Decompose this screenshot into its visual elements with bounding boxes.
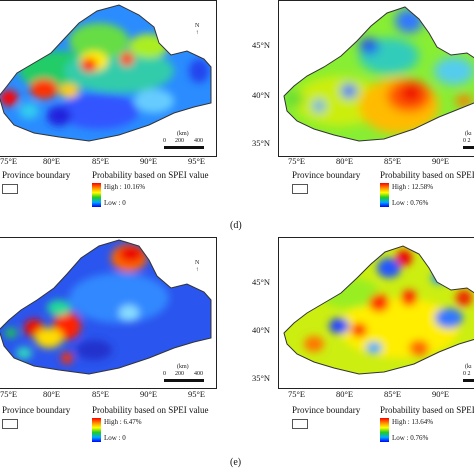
scale-400: 400 [194,371,203,377]
probability-legend-title: Probability based on SPEI val [380,170,474,180]
x-tick: 75°E [0,389,18,399]
x-tick: 80°E [336,389,354,399]
scale-unit: (kı [465,131,472,137]
scale-zero: 0 2 [463,371,471,377]
y-tick: 40°N [252,90,271,100]
x-tick: 75°E [0,156,18,166]
color-ramp [92,418,101,442]
color-ramp [380,183,389,207]
color-ramp [92,183,101,207]
x-tick: 95°E [188,156,206,166]
map-svg [283,245,474,375]
x-tick: 85°E [384,389,402,399]
high-label: High : 6.47% [104,418,142,426]
y-tick: 45°N [252,277,271,287]
province-legend-label: Province boundary [2,170,71,180]
x-tick: 90°E [140,156,158,166]
panel-label-e: (e) [230,457,242,468]
map-frame: (kı 0 2 [278,0,474,157]
province-legend-swatch [292,184,308,194]
map-frame: (kı 0 2 [278,237,474,389]
province-legend-swatch [2,419,18,429]
map-svg [0,239,212,375]
y-tick: 35°N [252,138,271,148]
scale-bar [463,146,474,149]
scale-unit: (km) [177,364,189,370]
scale-400: 400 [194,138,203,144]
province-legend-label: Province boundary [292,405,361,415]
north-arrow: N ↑ [195,23,200,36]
map-frame: N ↑ (km) 0 200 400 [0,0,217,157]
map-svg [283,6,474,142]
x-tick: 95°E [188,389,206,399]
province-legend-label: Province boundary [2,405,71,415]
y-tick: 40°N [252,325,271,335]
x-tick: 85°E [384,156,402,166]
x-tick: 85°E [92,156,110,166]
x-tick: 75°E [288,156,306,166]
panel-label-d: (d) [230,220,242,231]
province-legend-swatch [292,419,308,429]
scale-200: 200 [175,138,184,144]
scale-zero: 0 2 [463,138,471,144]
map-frame: N ↑ (km) 0 200 400 [0,237,217,389]
scale-bar [164,146,204,149]
x-tick: 80°E [43,156,61,166]
low-label: Low : 0 [104,199,126,207]
spei-surface [284,246,474,374]
high-label: High : 12.58% [392,183,434,191]
low-label: Low : 0 [104,434,126,442]
y-tick: 35°N [252,373,271,383]
scale-zero: 0 [163,138,166,144]
scale-unit: (kı [465,364,472,370]
probability-legend-title: Probability based on SPEI value [92,405,209,415]
x-tick: 90°E [140,389,158,399]
scale-unit: (km) [177,131,189,137]
probability-legend-title: Probability based on SPEI val [380,405,474,415]
x-tick: 80°E [336,156,354,166]
color-ramp [380,418,389,442]
x-tick: 75°E [288,389,306,399]
x-tick: 80°E [43,389,61,399]
scale-zero: 0 [163,371,166,377]
spei-surface [284,7,474,141]
province-legend-label: Province boundary [292,170,361,180]
scale-bar [463,379,474,382]
scale-200: 200 [175,371,184,377]
x-tick: 90°E [432,156,450,166]
map-svg [0,4,212,142]
low-label: Low : 0.76% [392,199,429,207]
scale-bar [164,379,204,382]
x-tick: 85°E [92,389,110,399]
probability-legend-title: Probability based on SPEI value [92,170,209,180]
province-legend-swatch [2,184,18,194]
north-arrow: N ↑ [195,260,200,273]
low-label: Low : 0.76% [392,434,429,442]
y-tick: 45°N [252,40,271,50]
high-label: High : 10.16% [104,183,146,191]
high-label: High : 13.64% [392,418,434,426]
x-tick: 90°E [432,389,450,399]
